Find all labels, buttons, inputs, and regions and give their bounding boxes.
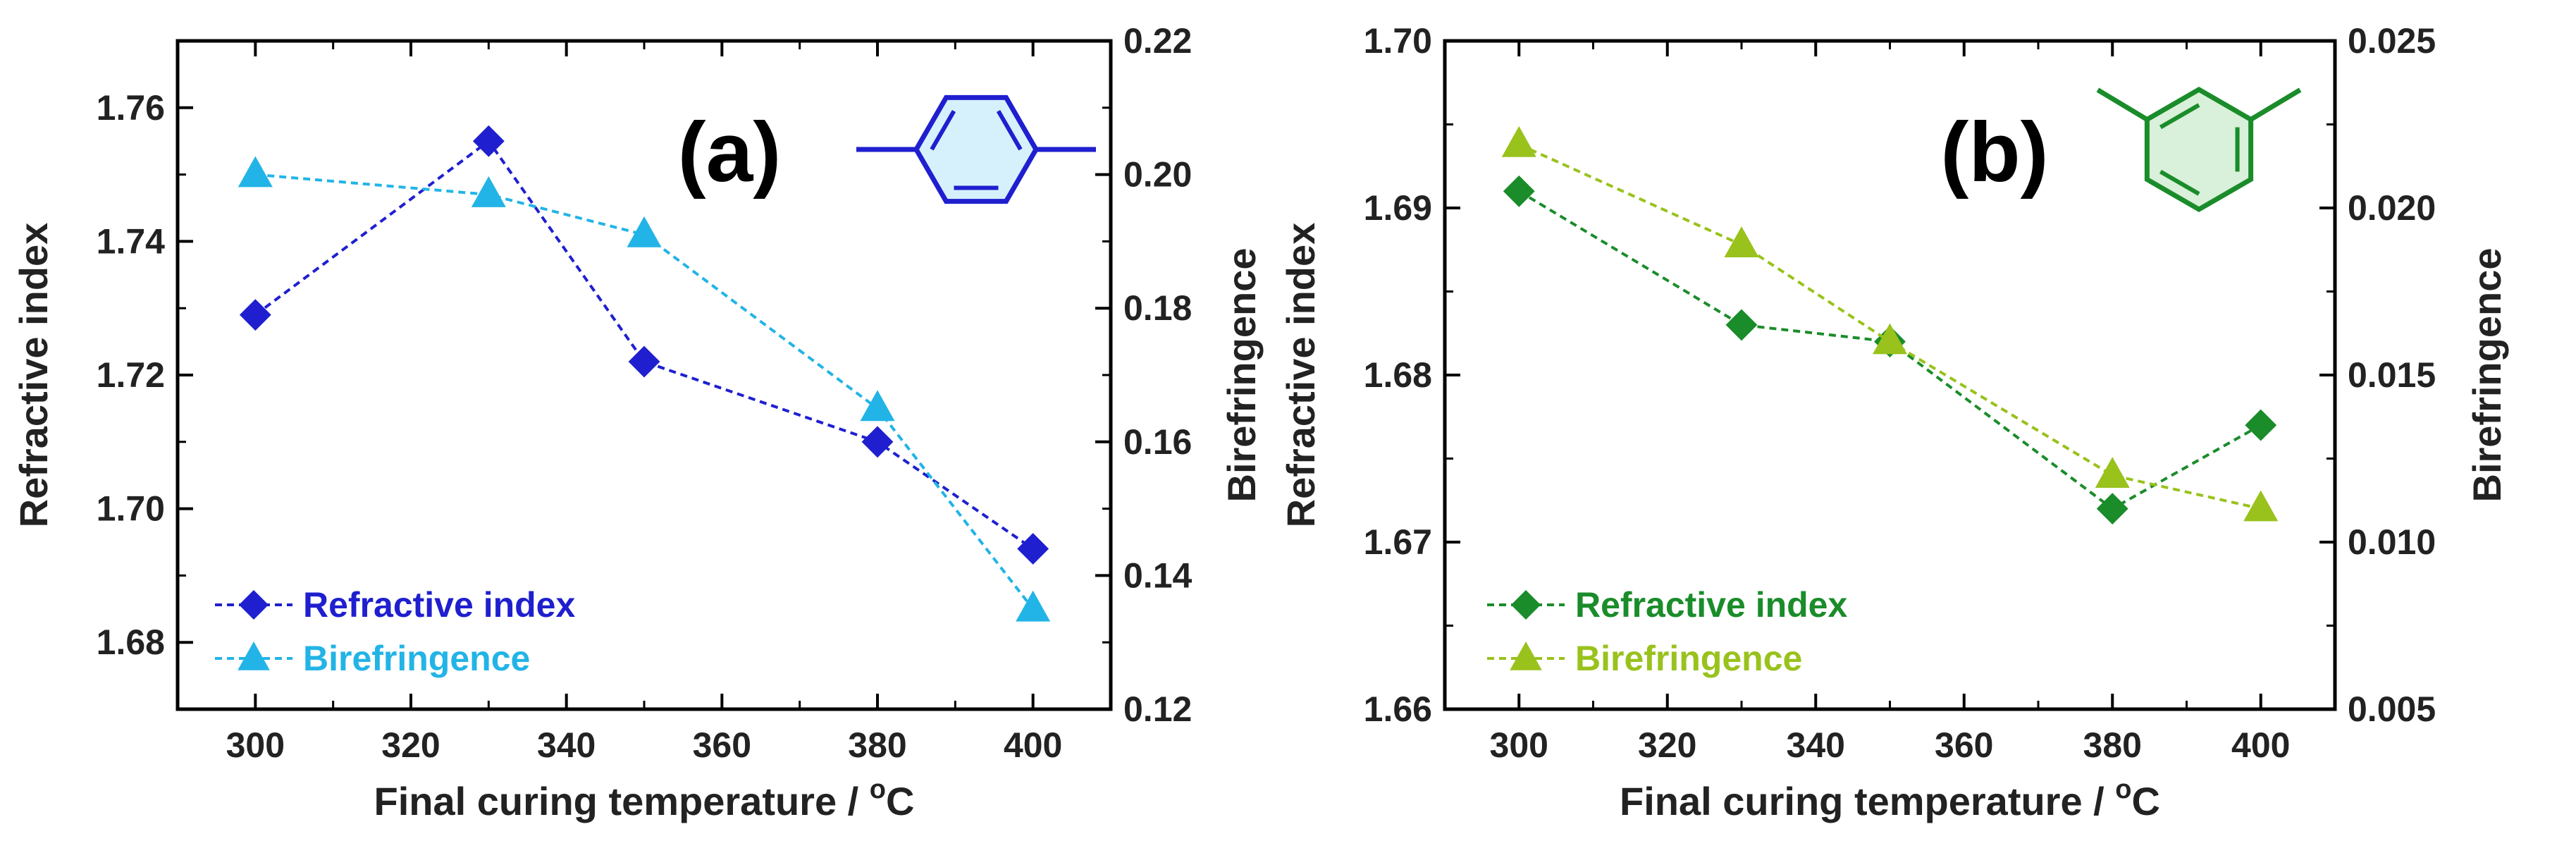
- data-point-diamond: [1503, 175, 1535, 207]
- x-tick-label: 340: [537, 725, 596, 765]
- y-right-tick-label: 0.010: [2348, 522, 2436, 562]
- series-refractive-index: [239, 125, 1049, 565]
- legend: Refractive index Birefringence: [215, 585, 575, 678]
- y-left-tick-label: 1.67: [1364, 522, 1432, 562]
- x-axis-title-main: Final curing temperature /: [1620, 779, 2115, 823]
- series-line: [254, 139, 1034, 551]
- y-right-tick-label: 0.18: [1123, 288, 1192, 328]
- data-point-diamond: [2096, 493, 2128, 525]
- x-tick-label: 400: [2231, 725, 2290, 765]
- y-right-tick-label: 0.22: [1123, 21, 1192, 61]
- y-right-tick-label: 0.12: [1123, 689, 1192, 729]
- data-point-triangle: [860, 390, 895, 422]
- data-point-diamond: [472, 125, 505, 157]
- x-tick-label: 340: [1787, 725, 1845, 765]
- x-tick-label: 400: [1004, 725, 1062, 765]
- legend-marker-diamond: [1511, 590, 1541, 620]
- x-tick-label: 300: [1490, 725, 1548, 765]
- data-point-triangle: [627, 216, 662, 247]
- y-left-tick-label: 1.68: [1364, 355, 1432, 395]
- legend: Refractive index Birefringence: [1487, 585, 1847, 678]
- x-axis-title-unit: C: [2132, 779, 2160, 823]
- data-point-diamond: [1017, 533, 1049, 565]
- series-birefringence: [1501, 125, 2279, 522]
- x-tick-label: 380: [2083, 725, 2142, 765]
- double-bond: [2159, 169, 2200, 196]
- y-right-axis-title: Birefringence: [2465, 248, 2509, 503]
- y-right-tick-label: 0.14: [1123, 555, 1193, 595]
- chart-panel-b: 300 320 340 360 380 400 1.66 1.67 1.68 1.69 1.70 0.…: [1278, 21, 2509, 823]
- y-right-tick-label: 0.025: [2348, 21, 2436, 61]
- chart-panel-a: 300 320 340 360 380 400 1.68 1.70 1.72 1.74 1.76 0.…: [11, 21, 1264, 823]
- series-line: [255, 173, 1035, 610]
- data-point-triangle: [1872, 323, 1908, 355]
- x-axis-title: Final curing temperature / oC: [374, 775, 915, 823]
- y-left-axis-title: Refractive index: [11, 223, 56, 528]
- legend-marker-triangle: [1510, 642, 1542, 670]
- y-left-tick-label: 1.70: [97, 489, 165, 529]
- legend-label: Refractive index: [303, 585, 575, 625]
- y-right-axis-title: Birefringence: [1219, 248, 1264, 503]
- data-point-triangle: [1016, 590, 1051, 622]
- y-left-tick-label: 1.68: [97, 622, 165, 662]
- panel-label: (a): [678, 105, 782, 199]
- x-axis-title-sup: o: [870, 775, 886, 804]
- y-right-tick-label: 0.005: [2348, 689, 2436, 729]
- x-axis-title-sup: o: [2115, 775, 2131, 804]
- data-point-triangle: [238, 156, 273, 188]
- y-left-tick-label: 1.69: [1364, 188, 1432, 228]
- x-tick-label: 320: [381, 725, 440, 765]
- data-point-diamond: [2245, 409, 2277, 441]
- y-right-tick-label: 0.16: [1123, 422, 1192, 462]
- x-axis-title-main: Final curing temperature /: [374, 779, 870, 823]
- legend-label: Birefringence: [303, 639, 530, 678]
- y-right-tick-label: 0.015: [2348, 355, 2436, 395]
- panel-label: (b): [1940, 105, 2048, 199]
- meta-phenylene-icon: [2096, 86, 2302, 213]
- x-axis-title: Final curing temperature / oC: [1620, 775, 2160, 823]
- y-left-tick-label: 1.70: [1364, 21, 1432, 61]
- x-tick-label: 380: [848, 725, 906, 765]
- data-point-diamond: [628, 345, 660, 378]
- x-tick-label: 320: [1638, 725, 1696, 765]
- legend-marker-diamond: [239, 590, 269, 620]
- substituent-bond: [2096, 87, 2149, 122]
- benzene-ring: [2144, 86, 2254, 213]
- series-birefringence: [238, 156, 1051, 622]
- legend-marker-triangle: [238, 642, 270, 670]
- y-right-tick-label: 0.020: [2348, 188, 2436, 228]
- data-point-diamond: [1725, 309, 1758, 341]
- data-point-diamond: [861, 426, 894, 458]
- double-bond: [2159, 103, 2200, 130]
- double-bond: [930, 109, 956, 151]
- data-point-triangle: [1501, 125, 1536, 157]
- data-point-diamond: [239, 299, 271, 331]
- data-point-triangle: [2243, 490, 2279, 522]
- data-point-triangle: [471, 176, 506, 207]
- y-right-tick-label: 0.20: [1123, 155, 1192, 195]
- x-tick-label: 360: [1935, 725, 1993, 765]
- y-left-tick-label: 1.76: [97, 88, 165, 128]
- double-bond: [996, 109, 1023, 151]
- x-axis-title-unit: C: [886, 779, 914, 823]
- data-point-triangle: [2095, 457, 2130, 488]
- legend-label: Refractive index: [1575, 585, 1847, 625]
- y-left-tick-label: 1.72: [97, 355, 165, 395]
- x-tick-label: 360: [693, 725, 751, 765]
- para-phenylene-icon: [856, 94, 1096, 204]
- benzene-ring: [913, 94, 1040, 204]
- y-left-tick-label: 1.74: [97, 221, 166, 261]
- data-point-triangle: [1724, 226, 1759, 257]
- substituent-bond: [2249, 87, 2302, 122]
- x-tick-label: 300: [226, 725, 285, 765]
- y-left-axis-title: Refractive index: [1278, 223, 1323, 528]
- y-left-tick-label: 1.66: [1364, 689, 1432, 729]
- legend-label: Birefringence: [1575, 639, 1802, 678]
